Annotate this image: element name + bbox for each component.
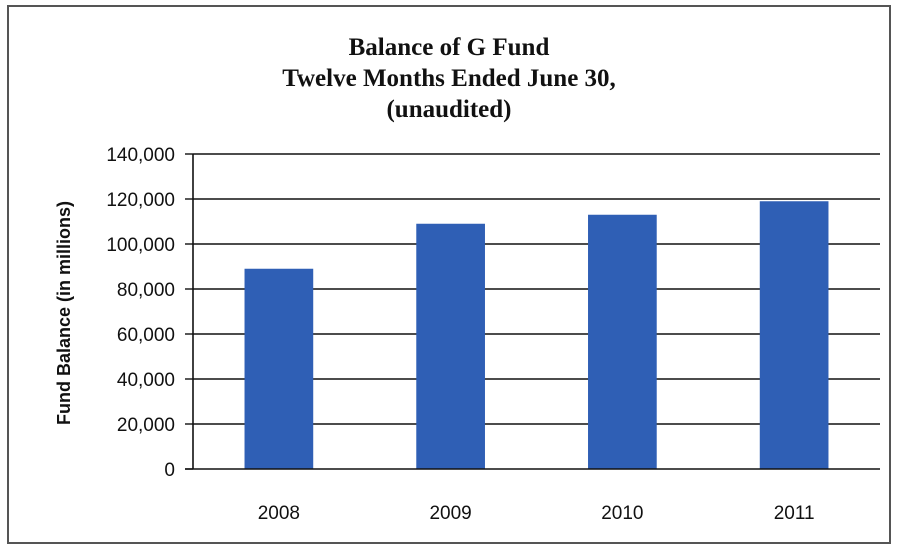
x-tick-label: 2010 — [601, 503, 643, 524]
bar-2010 — [588, 214, 657, 469]
chart-title: Balance of G Fund — [348, 34, 550, 61]
y-tick-label: 140,000 — [106, 145, 175, 166]
y-tick-label: 100,000 — [106, 235, 175, 256]
bar-2011 — [759, 201, 829, 469]
bar-2008 — [244, 268, 314, 469]
x-tick-label: 2008 — [258, 503, 300, 524]
y-tick-label: 120,000 — [106, 190, 175, 211]
y-tick-label: 60,000 — [117, 325, 175, 346]
bars — [244, 201, 829, 469]
chart-subtitle-line-2: (unaudited) — [386, 96, 512, 123]
y-tick-label: 40,000 — [117, 370, 175, 391]
y-tick-label: 80,000 — [117, 280, 175, 301]
chart-subtitle-line-1: Twelve Months Ended June 30, — [282, 65, 616, 92]
y-tick-label: 0 — [164, 460, 175, 481]
y-axis-title: Fund Balance (in millions) — [54, 201, 74, 425]
x-tick-label: 2011 — [774, 503, 815, 524]
y-tick-label: 20,000 — [117, 415, 175, 436]
axes — [185, 153, 880, 470]
tick-labels: 0 20,000 40,000 60,000 80,000 100,000 120,000 1… — [106, 145, 814, 524]
bar-2009 — [416, 223, 485, 469]
x-tick-label: 2009 — [429, 503, 471, 524]
